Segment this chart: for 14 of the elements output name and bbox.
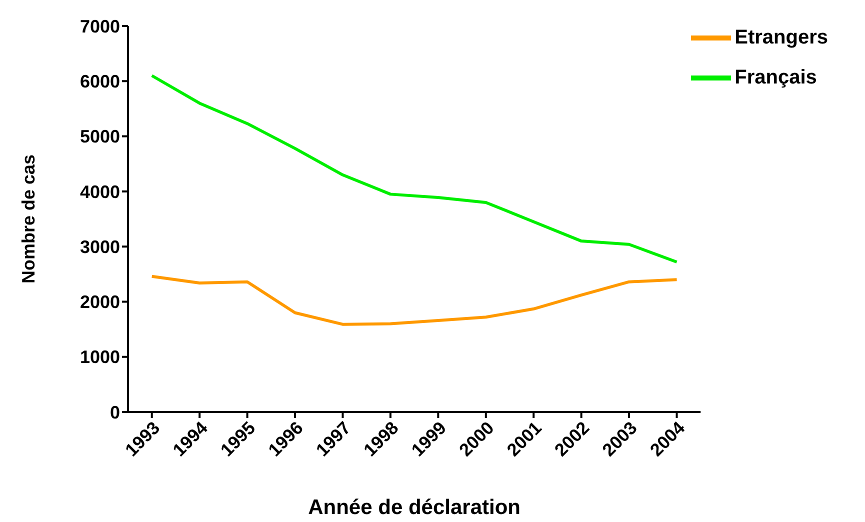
line-series <box>150 274 678 326</box>
y-tick-label: 4000 <box>80 182 120 202</box>
y-tick-label: 2000 <box>80 292 120 312</box>
legend-label: Etrangers <box>734 26 828 48</box>
y-tick-label: 1000 <box>80 347 120 368</box>
y-tick-label: 3000 <box>80 236 120 257</box>
y-tick-label: 6000 <box>80 72 120 92</box>
x-axis-title: Année de déclaration <box>308 496 521 519</box>
y-axis-title: Nombre de cas <box>18 154 38 284</box>
y-tick-label: 5000 <box>80 126 120 147</box>
legend-label: Français <box>734 66 817 88</box>
line-series <box>150 74 678 264</box>
y-tick-label: 0 <box>110 402 120 422</box>
y-tick-label: 7000 <box>80 16 120 36</box>
